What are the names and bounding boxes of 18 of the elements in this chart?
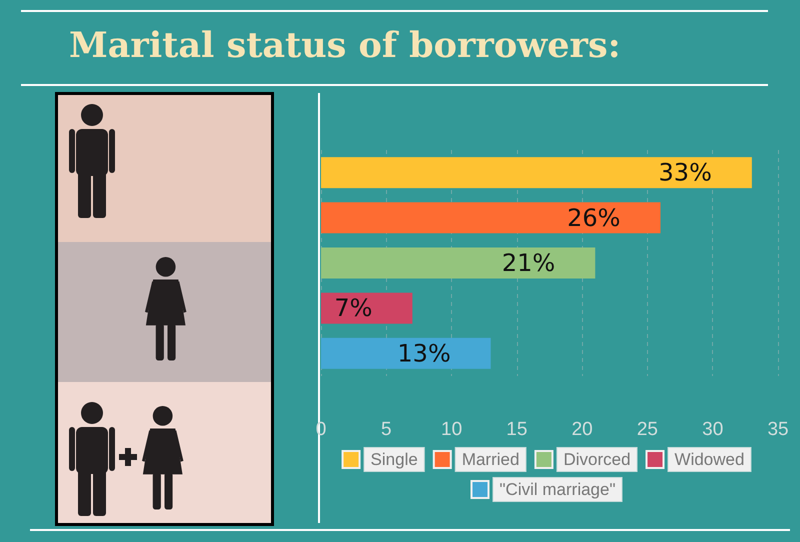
x-tick-label: 20 bbox=[572, 419, 593, 440]
legend-label: Single bbox=[370, 450, 418, 469]
chart-title: Marital status of borrowers: bbox=[69, 25, 621, 66]
data-label: 26% bbox=[567, 204, 620, 232]
legend-label: Married bbox=[462, 450, 520, 469]
data-label: 7% bbox=[334, 294, 372, 322]
legend-label: Widowed bbox=[674, 450, 744, 469]
x-tick-label: 15 bbox=[506, 419, 528, 440]
x-tick-label: 5 bbox=[380, 419, 392, 440]
legend-label: Divorced bbox=[563, 450, 631, 469]
x-tick-label: 30 bbox=[702, 419, 724, 440]
x-tick-label: 35 bbox=[767, 419, 789, 440]
legend-label: "Civil marriage" bbox=[500, 480, 616, 499]
x-tick-label: 25 bbox=[636, 419, 658, 440]
x-tick-label: 10 bbox=[441, 419, 462, 440]
data-label: 33% bbox=[658, 158, 712, 187]
data-label: 21% bbox=[502, 249, 556, 277]
data-label: 13% bbox=[397, 339, 451, 368]
